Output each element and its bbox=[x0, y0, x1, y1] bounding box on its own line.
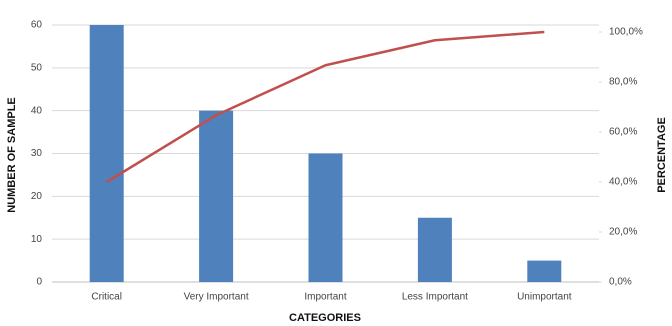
y-tick-label: 0 bbox=[36, 277, 42, 288]
y-tick-label: 30 bbox=[31, 148, 43, 159]
y-tick-label: 10 bbox=[31, 234, 43, 245]
y-tick-label: 40 bbox=[31, 105, 43, 116]
y2-tick-label: 20,0% bbox=[609, 227, 637, 238]
y-tick-label: 20 bbox=[31, 191, 43, 202]
bar bbox=[89, 25, 124, 282]
y2-tick-label: 80,0% bbox=[609, 77, 637, 88]
bar bbox=[308, 153, 343, 282]
y2-axis-title: PERCENTAGE bbox=[656, 117, 668, 193]
x-tick-label: Critical bbox=[91, 292, 122, 303]
y2-tick-label: 100,0% bbox=[609, 27, 643, 38]
y2-tick-label: 60,0% bbox=[609, 127, 637, 138]
y-axis-title: NUMBER OF SAMPLE bbox=[6, 97, 18, 213]
y2-tick-label: 40,0% bbox=[609, 177, 637, 188]
cumulative-line bbox=[106, 30, 545, 184]
x-tick-label: Unimportant bbox=[517, 292, 572, 303]
y-tick-label: 50 bbox=[31, 62, 43, 73]
bar bbox=[417, 217, 452, 282]
y2-tick-label: 0,0% bbox=[609, 277, 632, 288]
bar bbox=[527, 260, 562, 282]
x-tick-label: Less Important bbox=[402, 292, 468, 303]
x-tick-label: Very Important bbox=[184, 292, 249, 303]
y-tick-label: 60 bbox=[31, 20, 43, 31]
x-tick-label: Important bbox=[304, 292, 346, 303]
bar bbox=[199, 110, 234, 283]
x-axis-title: CATEGORIES bbox=[289, 312, 361, 324]
